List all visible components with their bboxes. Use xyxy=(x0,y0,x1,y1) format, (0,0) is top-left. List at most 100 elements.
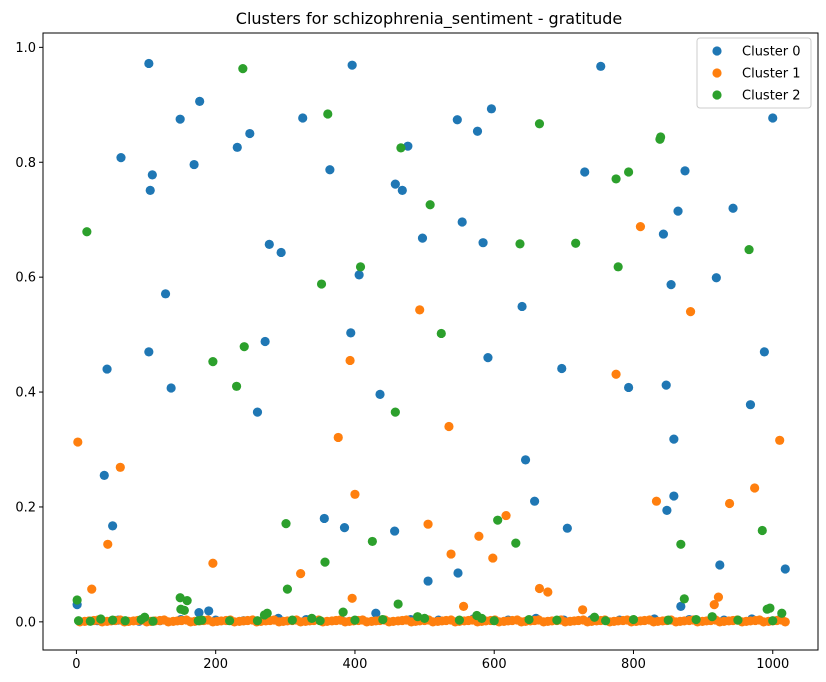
data-point xyxy=(446,549,456,559)
chart-title: Clusters for schizophrenia_sentiment - g… xyxy=(236,9,622,29)
data-point xyxy=(85,616,95,626)
data-point xyxy=(453,568,463,578)
data-point xyxy=(517,301,527,312)
data-point xyxy=(397,185,407,196)
data-point xyxy=(709,600,719,610)
data-point xyxy=(239,342,249,352)
data-point xyxy=(691,614,701,625)
data-point xyxy=(189,159,199,170)
data-point xyxy=(333,432,343,443)
data-point xyxy=(728,203,738,213)
data-point xyxy=(596,61,606,71)
data-point xyxy=(635,222,646,232)
data-point xyxy=(493,515,503,525)
data-point xyxy=(175,593,185,603)
data-point xyxy=(780,564,790,574)
data-point xyxy=(252,407,263,417)
data-point xyxy=(264,239,274,250)
data-point xyxy=(624,167,634,177)
data-point xyxy=(658,229,669,239)
data-point xyxy=(102,364,112,374)
x-tick-label: 1000 xyxy=(756,657,789,672)
data-point xyxy=(298,113,308,123)
data-point xyxy=(580,167,590,177)
data-point xyxy=(651,496,662,506)
data-point xyxy=(367,536,377,547)
data-point xyxy=(166,383,176,393)
plot-area xyxy=(72,58,790,627)
data-point xyxy=(486,104,497,114)
data-point xyxy=(662,505,672,515)
y-tick-label: 0.2 xyxy=(15,500,36,515)
data-point xyxy=(390,526,400,536)
data-point xyxy=(624,382,634,393)
x-tick-label: 400 xyxy=(343,657,368,672)
data-point xyxy=(347,60,357,70)
x-tick-label: 0 xyxy=(72,657,80,672)
y-tick-label: 1.0 xyxy=(15,41,36,56)
legend: Cluster 0 Cluster 1 Cluster 2 xyxy=(696,37,812,109)
data-point xyxy=(511,538,521,548)
data-point xyxy=(232,142,242,152)
x-tick-label: 800 xyxy=(621,657,646,672)
data-point xyxy=(72,595,82,605)
data-point xyxy=(676,539,686,549)
data-point xyxy=(296,568,306,579)
data-point xyxy=(423,519,433,529)
data-point xyxy=(73,616,84,626)
data-point xyxy=(231,381,242,391)
data-point xyxy=(419,613,430,624)
data-point xyxy=(676,601,686,611)
data-point xyxy=(777,608,787,618)
data-point xyxy=(557,363,567,374)
y-tick-label: 0.0 xyxy=(15,615,36,630)
data-point xyxy=(669,434,679,444)
data-point xyxy=(669,491,679,501)
data-point xyxy=(175,114,185,124)
data-point xyxy=(750,483,760,493)
data-point xyxy=(611,174,621,184)
data-point xyxy=(287,615,297,625)
data-point xyxy=(350,615,360,625)
data-point xyxy=(160,289,171,299)
data-point xyxy=(375,389,385,399)
data-point xyxy=(744,244,754,255)
data-point xyxy=(148,616,158,626)
x-tick-label: 600 xyxy=(482,657,507,672)
data-point xyxy=(323,109,333,119)
data-point xyxy=(534,583,545,594)
data-point xyxy=(238,64,248,74)
data-point xyxy=(276,247,286,258)
data-point xyxy=(628,614,639,625)
data-point xyxy=(116,153,126,163)
data-point xyxy=(552,615,562,625)
data-point xyxy=(613,262,623,272)
data-point xyxy=(315,616,325,626)
data-point xyxy=(673,206,683,216)
data-point xyxy=(711,273,721,283)
data-point xyxy=(144,347,154,357)
data-point xyxy=(775,435,785,445)
data-point xyxy=(140,612,150,622)
data-point xyxy=(543,587,553,597)
data-point xyxy=(415,305,425,315)
data-point xyxy=(578,605,588,615)
x-tick-label: 200 xyxy=(203,657,228,672)
data-point xyxy=(458,601,469,611)
data-point xyxy=(144,58,154,69)
data-point xyxy=(281,519,291,529)
data-point xyxy=(182,595,192,606)
data-point xyxy=(319,513,329,524)
data-point xyxy=(768,113,778,123)
data-point xyxy=(601,616,611,626)
data-point xyxy=(477,613,487,624)
data-point xyxy=(733,615,743,625)
data-point xyxy=(444,421,454,432)
data-point xyxy=(423,576,433,586)
data-point xyxy=(413,612,423,622)
data-point xyxy=(245,128,255,139)
data-point xyxy=(252,616,263,626)
data-point xyxy=(96,614,106,624)
